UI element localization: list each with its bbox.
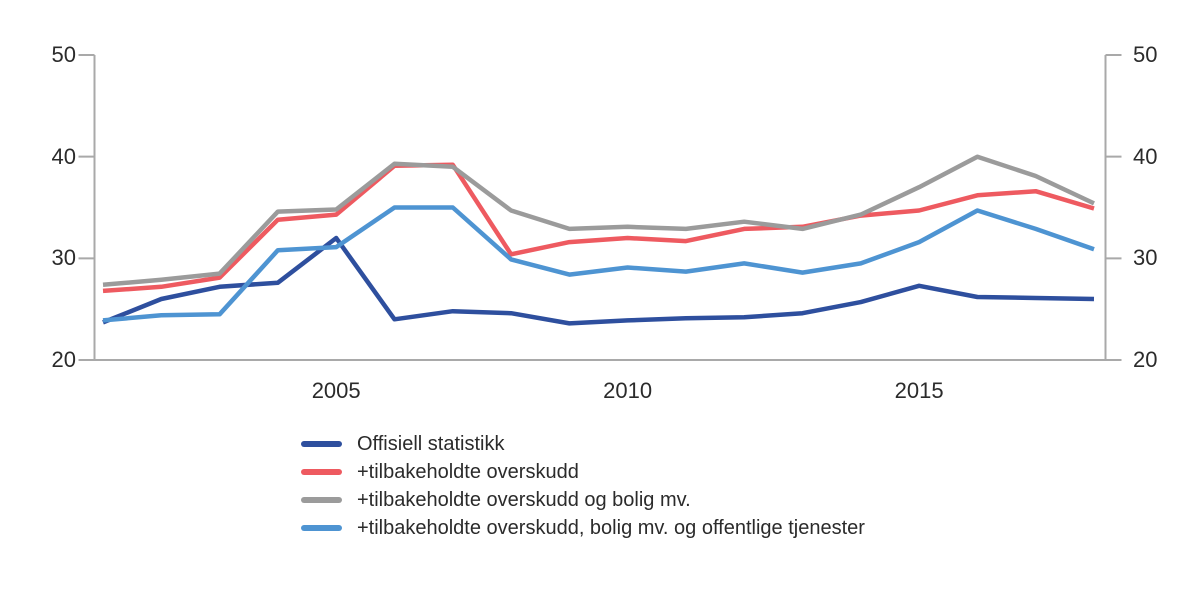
legend-item-1: +tilbakeholdte overskudd [301,458,865,486]
x-tick-label-2015: 2015 [894,378,944,403]
y-tick-label-left-20: 20 [51,347,76,372]
series-line-1 [102,162,1095,294]
legend-swatch-icon [301,469,342,475]
x-tick-label-2005: 2005 [311,378,361,403]
y-tick-label-right-30: 30 [1133,245,1158,271]
series-line-2 [102,154,1095,288]
legend-item-0: Offisiell statistikk [301,430,865,458]
y-tick-label-left-30: 30 [51,245,76,271]
y-tick-label-right-40: 40 [1133,143,1158,169]
legend-swatch-icon [301,525,342,531]
legend: Offisiell statistikk +tilbakeholdte overs… [301,430,865,542]
y-tick-label-right-20: 20 [1133,347,1158,372]
legend-label: +tilbakeholdte overskudd, bolig mv. og o… [357,516,865,539]
y-tick-label-right-50: 50 [1133,42,1158,67]
axis-ticks [78,54,1122,361]
legend-item-3: +tilbakeholdte overskudd, bolig mv. og o… [301,514,865,542]
legend-label: Offisiell statistikk [357,432,505,455]
legend-item-2: +tilbakeholdte overskudd og bolig mv. [301,486,865,514]
series-line-0 [102,235,1095,326]
legend-label: +tilbakeholdte overskudd og bolig mv. [357,488,691,511]
series-line-3 [102,205,1095,323]
legend-label: +tilbakeholdte overskudd [357,460,579,483]
legend-swatch-icon [301,497,342,503]
legend-swatch-icon [301,441,342,447]
axis-frame [93,55,1107,361]
x-tick-label-2010: 2010 [603,378,653,403]
y-tick-label-left-50: 50 [51,42,76,67]
y-tick-label-left-40: 40 [51,143,76,169]
